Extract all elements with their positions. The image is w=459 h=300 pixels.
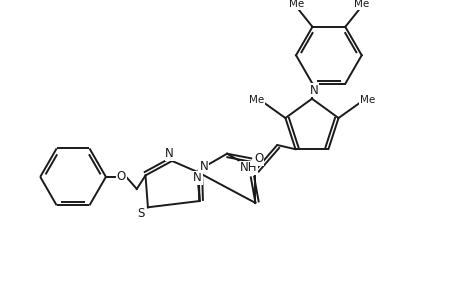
Text: N: N — [309, 83, 318, 97]
Text: O: O — [117, 170, 126, 183]
Text: Me: Me — [248, 95, 263, 105]
Text: N: N — [165, 147, 174, 160]
Text: S: S — [137, 207, 145, 220]
Text: NH: NH — [239, 161, 257, 174]
Text: N: N — [200, 160, 208, 173]
Text: N: N — [199, 159, 207, 172]
Text: O: O — [254, 152, 263, 165]
Text: Me: Me — [359, 95, 375, 105]
Text: N: N — [193, 171, 202, 184]
Text: Me: Me — [288, 0, 303, 9]
Text: Me: Me — [353, 0, 368, 9]
